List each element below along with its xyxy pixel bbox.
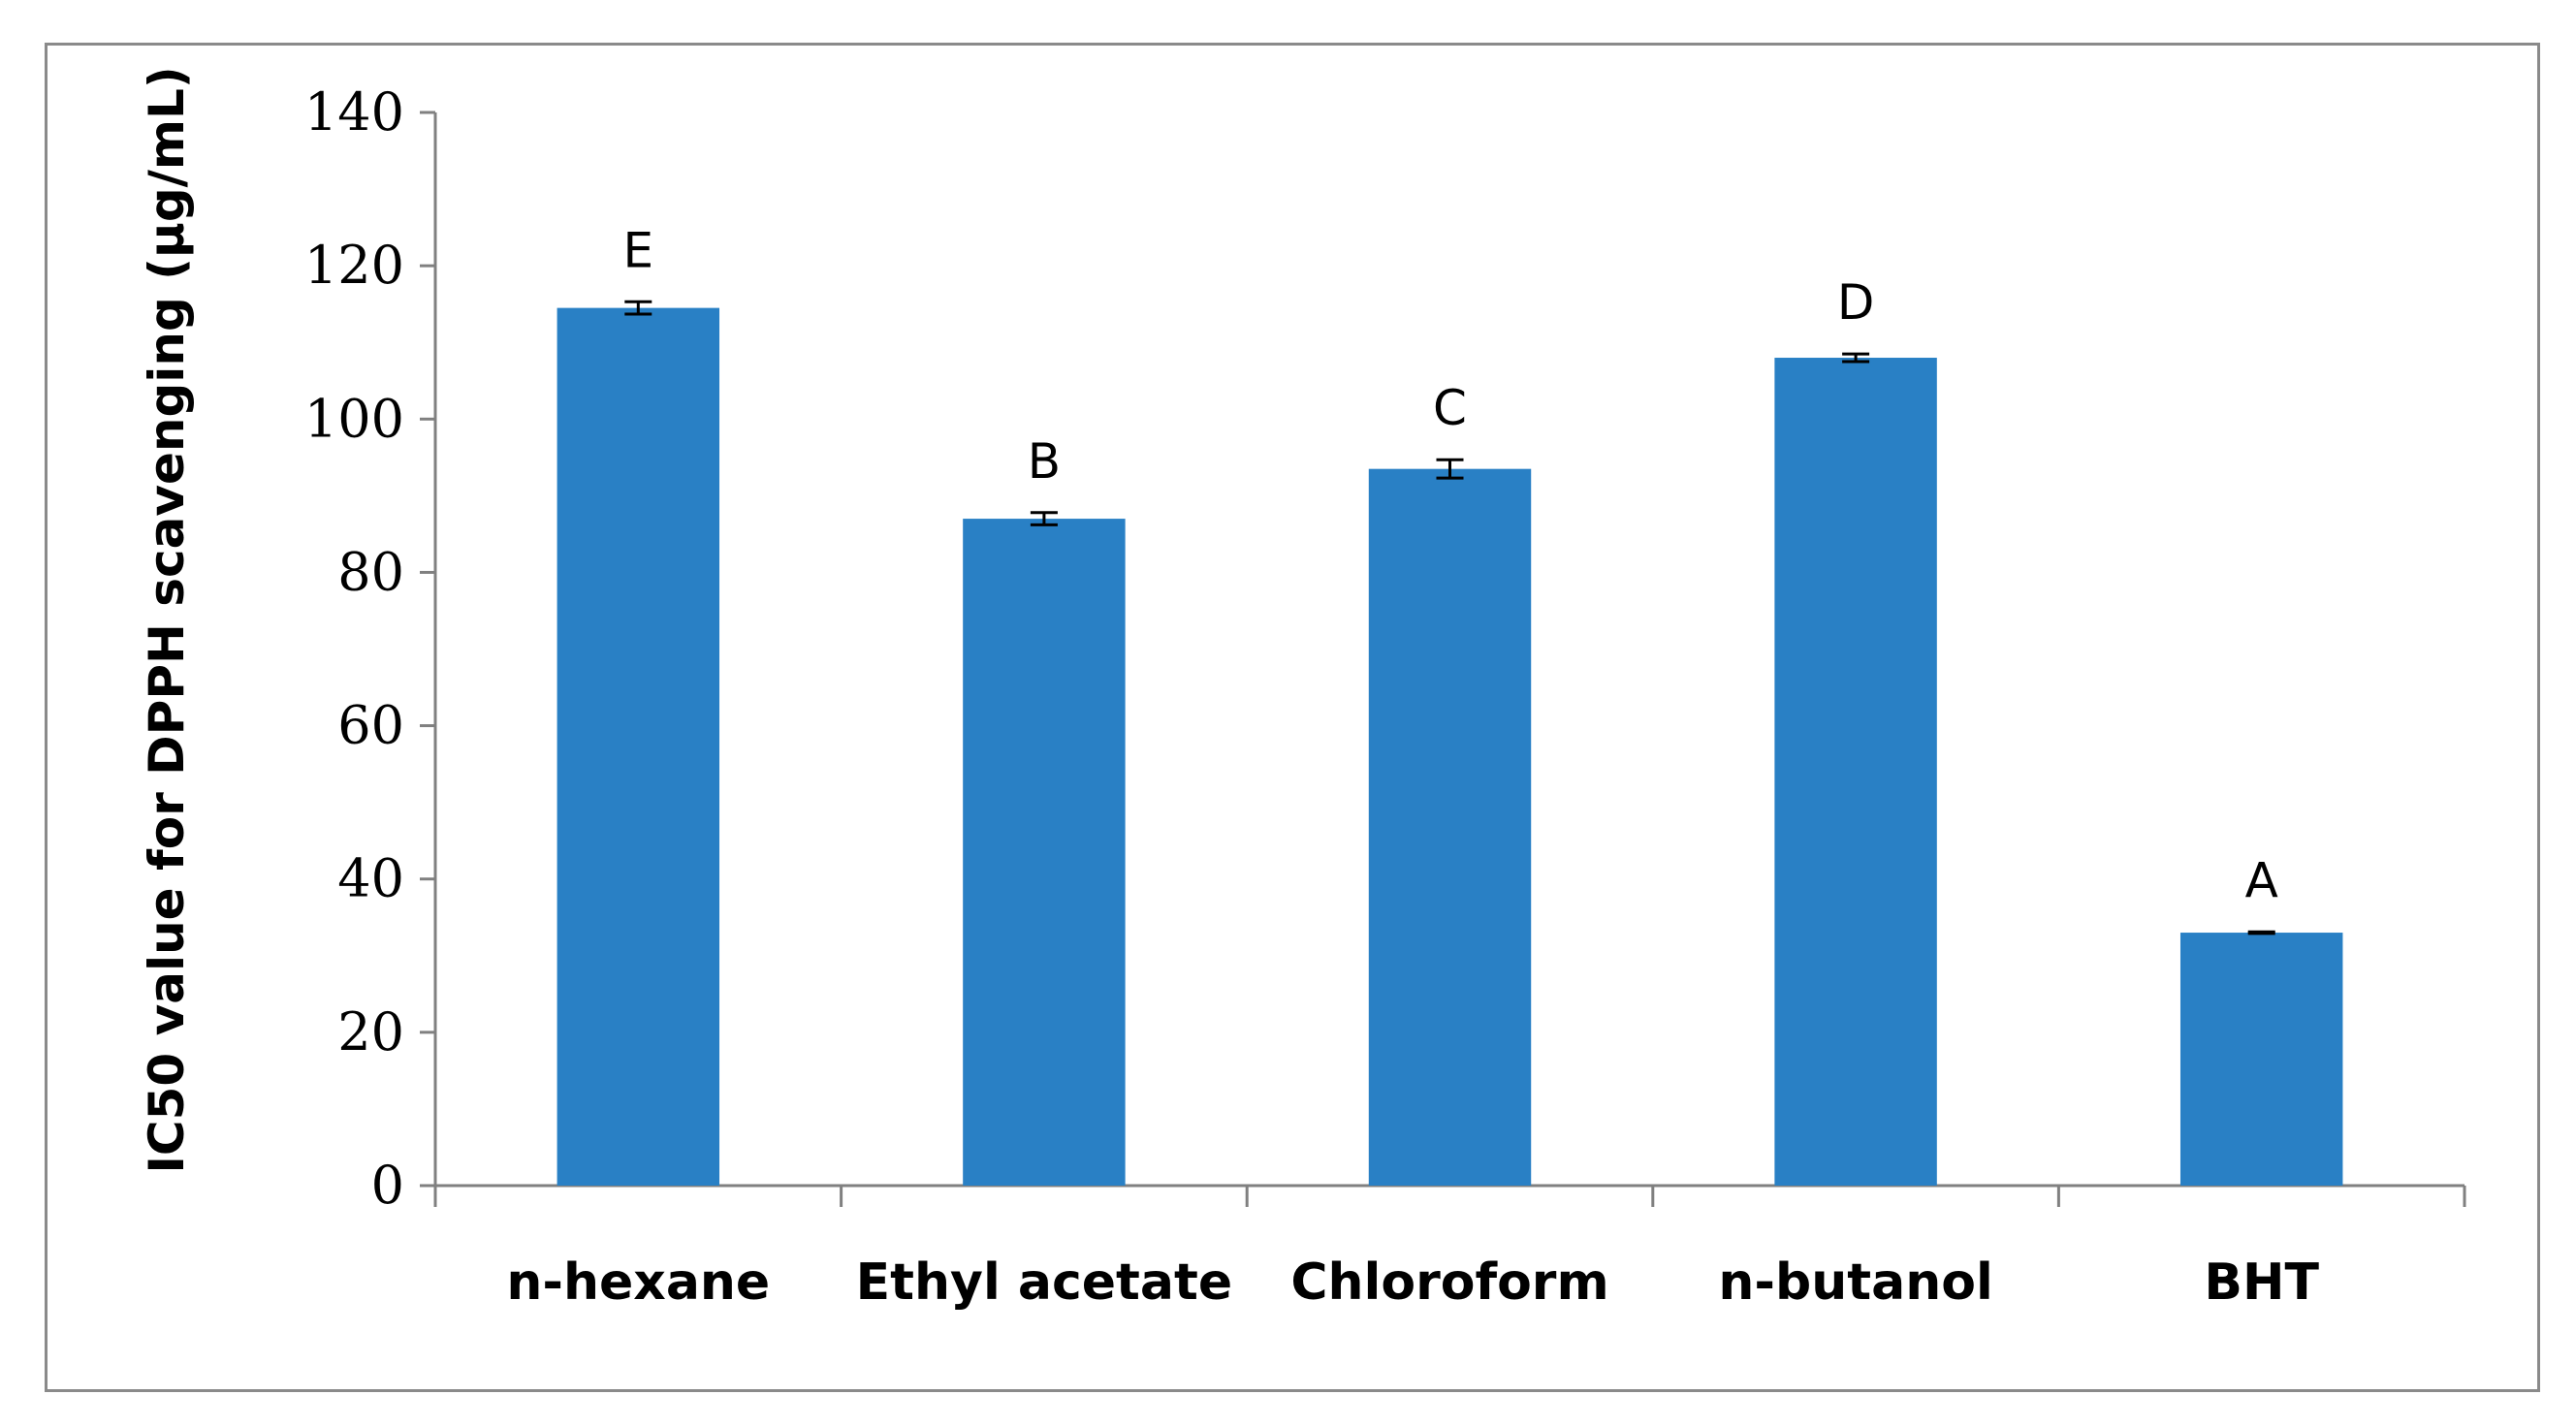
y-tick-label: 40 — [337, 848, 404, 909]
y-tick-label: 60 — [337, 695, 404, 756]
bars: E B C D A — [557, 222, 2343, 1186]
significance-label: C — [1433, 380, 1467, 436]
significance-label: B — [1028, 433, 1061, 490]
x-tick-label: Chloroform — [1290, 1253, 1608, 1312]
bar — [557, 307, 720, 1186]
x-tick-label: Ethyl acetate — [856, 1253, 1232, 1312]
y-tick-label: 80 — [337, 541, 404, 602]
y-tick-label: 100 — [304, 388, 404, 449]
chart-frame: 0 20 40 60 80 100 120 140 n-hexane Ethyl acetate… — [45, 43, 2540, 1392]
bar — [1368, 468, 1532, 1186]
x-tick-label: n-butanol — [1718, 1253, 1992, 1312]
y-tick-label: 0 — [371, 1155, 404, 1216]
bar — [963, 519, 1126, 1186]
bar — [2179, 933, 2343, 1186]
significance-label: D — [1837, 274, 1875, 331]
y-tick-label: 140 — [304, 81, 404, 143]
x-tick-label: n-hexane — [506, 1253, 770, 1312]
significance-label: E — [623, 222, 654, 278]
x-axis: n-hexane Ethyl acetate Chloroform n-butanol… — [433, 1184, 2466, 1312]
y-tick-label: 120 — [304, 235, 404, 296]
significance-label: A — [2245, 852, 2278, 908]
y-axis-title: IC50 value for DPPH scavenging (µg/mL) — [139, 66, 195, 1173]
y-axis: 0 20 40 60 80 100 120 140 — [304, 81, 437, 1216]
chart-plot: 0 20 40 60 80 100 120 140 n-hexane Ethyl acetate… — [139, 66, 2466, 1312]
bar — [1774, 358, 1937, 1186]
x-tick-label: BHT — [2204, 1253, 2319, 1312]
y-tick-label: 20 — [337, 1001, 404, 1062]
